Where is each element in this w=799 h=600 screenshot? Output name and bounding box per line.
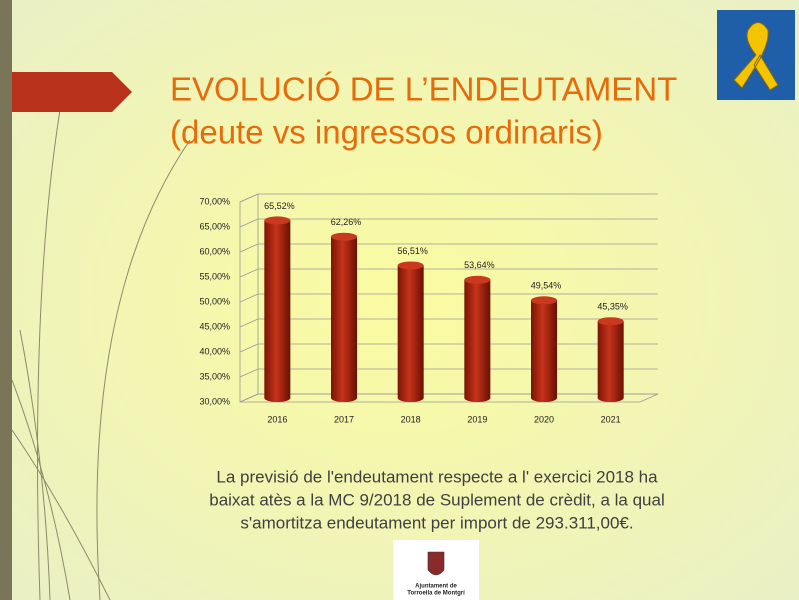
caption-line: La previsió de l'endeutament respecte a …: [216, 467, 658, 486]
bar-top: [331, 232, 357, 241]
data-label: 56,51%: [397, 246, 428, 256]
grid-line: [239, 193, 658, 203]
x-tick-label: 2020: [534, 414, 554, 424]
x-tick-label: 2017: [334, 414, 354, 424]
bar-top: [597, 317, 624, 326]
bar: [264, 220, 291, 402]
bar: [531, 300, 557, 402]
data-label: 65,52%: [264, 201, 295, 211]
y-tick-label: 55,00%: [199, 271, 230, 281]
caption-line: baixat atès a la MC 9/2018 de Suplement …: [209, 490, 665, 509]
y-tick-label: 50,00%: [199, 296, 230, 306]
arrow: [12, 72, 132, 112]
y-tick-label: 65,00%: [199, 221, 230, 231]
grid-line: [239, 218, 658, 228]
bar-top: [397, 261, 424, 270]
ribbon-icon: [733, 22, 779, 91]
bar-top: [464, 275, 491, 284]
caption-line: s'amortitza endeutament per import de 29…: [240, 513, 633, 532]
y-tick-label: 45,00%: [199, 321, 230, 331]
chart: 30,00% 35,00% 40,00% 45,00% 50,00% 55,00% 60,0…: [199, 193, 659, 424]
bar: [464, 279, 491, 402]
bar-top: [264, 216, 291, 225]
grid-line: [239, 268, 658, 278]
slide-title: EVOLUCIÓ DE L’ENDEUTAMENT: [170, 71, 677, 108]
y-tick-label: 35,00%: [199, 371, 230, 381]
data-label: 62,26%: [331, 217, 362, 227]
bar: [597, 321, 624, 402]
y-tick-label: 60,00%: [199, 246, 230, 256]
grid-line: [239, 293, 658, 303]
grid-line: [239, 343, 658, 353]
data-label: 45,35%: [597, 302, 628, 312]
bar: [397, 265, 424, 402]
grid-line: [239, 318, 658, 328]
x-tick-label: 2016: [267, 414, 287, 424]
bar-top: [531, 296, 557, 305]
left-bar: [0, 0, 12, 600]
grid-line: [239, 243, 658, 253]
bar: [331, 236, 357, 402]
slide-subtitle: (deute vs ingressos ordinaris): [170, 114, 603, 151]
logo-text: Torroella de Montgrí: [407, 591, 465, 597]
x-tick-label: 2018: [401, 414, 421, 424]
decor-lines: [11, 109, 191, 600]
logo-crest: [427, 551, 445, 576]
x-tick-label: 2019: [467, 414, 487, 424]
data-label: 49,54%: [531, 281, 562, 291]
logo-text: Ajuntament de: [415, 584, 457, 590]
caption: La previsió de l'endeutament respecte a …: [209, 467, 665, 532]
grid-line: [239, 393, 658, 403]
grid-line: [239, 368, 658, 378]
x-tick-label: 2021: [601, 414, 621, 424]
y-tick-label: 70,00%: [199, 196, 230, 206]
data-label: 53,64%: [464, 260, 495, 270]
y-tick-label: 30,00%: [199, 396, 230, 406]
y-tick-label: 40,00%: [199, 346, 230, 356]
